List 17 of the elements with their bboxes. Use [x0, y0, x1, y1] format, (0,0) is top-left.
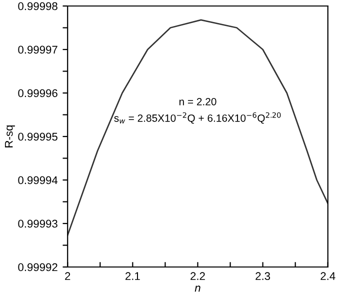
- y-axis-title: R-sq: [4, 125, 15, 148]
- x-tick-label: 2.1: [126, 272, 140, 280]
- x-tick-label: 2.2: [190, 272, 205, 280]
- y-tick-label: 0.99996: [18, 89, 58, 98]
- x-tick-label: 2: [65, 272, 70, 280]
- x-tick-label: 2.3: [256, 272, 270, 280]
- x-axis-title: n: [194, 286, 200, 292]
- annotation: s$_{w}$ = 2.85X10$^{−2}$Q + 6.16X10$^{−6}$Q$^{2.20}$: [114, 112, 281, 124]
- x-tick-label: 2.4: [320, 272, 336, 280]
- y-tick-label: 0.99997: [18, 46, 58, 54]
- annotation: n = 2.20: [179, 98, 216, 106]
- y-tick-label: 0.99992: [18, 263, 58, 272]
- y-tick-label: 0.99994: [18, 176, 58, 184]
- y-tick-label: 0.99998: [18, 2, 58, 10]
- y-tick-label: 0.99995: [18, 132, 58, 141]
- line-series: [68, 19, 328, 236]
- y-tick-label: 0.99993: [18, 220, 58, 228]
